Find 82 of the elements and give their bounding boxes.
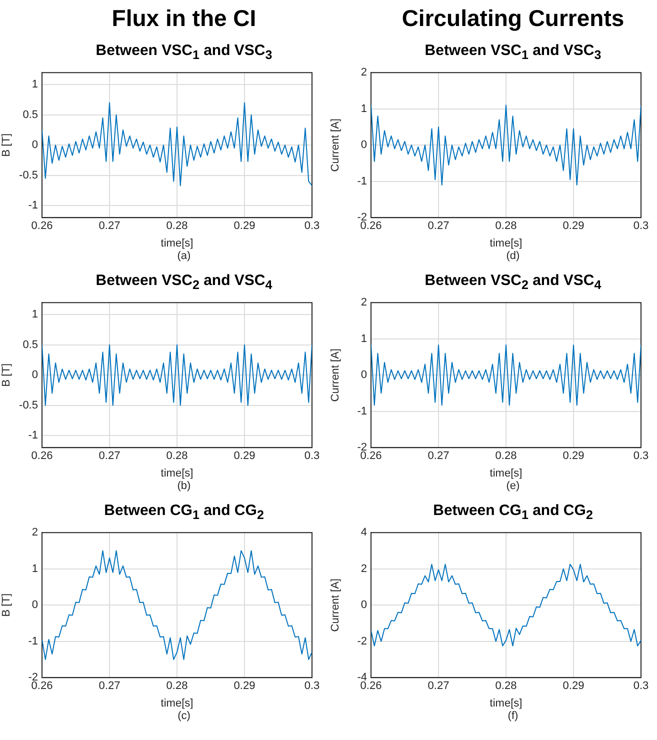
- y-axis-title: B [T]: [0, 363, 13, 387]
- y-tick-label: 2: [32, 526, 38, 539]
- chart-title: Between CG$_{1}$ and CG$_{2}$: [103, 501, 265, 522]
- text: (c): [176, 710, 192, 724]
- y-tick-label: 1: [32, 562, 38, 575]
- x-tick-label: 0.28: [166, 680, 188, 692]
- chart-title: Circulating Currents: [400, 4, 626, 33]
- y-tick-label: 0: [360, 139, 367, 152]
- text: (d): [505, 250, 521, 264]
- x-tick-label: 0.26: [360, 680, 382, 692]
- x-tick-label: 0.26: [360, 450, 382, 462]
- y-tick-label: 2: [360, 66, 367, 79]
- chart-subtitle: Between VSC$_{1}$ and VSC$_{3}$: [424, 41, 602, 62]
- y-tick-label: 0.5: [22, 108, 38, 121]
- chart-title: Between VSC$_{2}$ and VSC$_{4}$: [94, 271, 274, 292]
- y-tick-label: 1: [32, 78, 38, 91]
- text: (e): [505, 480, 521, 494]
- x-axis-title: time[s]: [490, 467, 522, 480]
- x-tick-label: 0.3: [304, 680, 320, 692]
- x-tick-label: 0.29: [234, 220, 256, 232]
- x-tick-label: 0.27: [98, 450, 120, 462]
- x-tick-label: 0.27: [98, 220, 120, 232]
- y-axis-title: B [T]: [0, 133, 13, 157]
- x-tick-label: 0.26: [31, 220, 53, 232]
- y-axis-title: Current [A]: [330, 348, 342, 402]
- y-tick-label: 0: [32, 599, 38, 612]
- x-tick-label: 0.3: [304, 450, 320, 462]
- y-tick-label: -1: [357, 405, 367, 418]
- x-tick-label: 0.27: [428, 680, 450, 692]
- y-tick-label: -1: [28, 200, 38, 212]
- text: (f): [506, 710, 520, 724]
- y-tick-label: -1: [28, 430, 38, 442]
- y-tick-label: 1: [360, 102, 367, 115]
- y-tick-label: -1: [28, 635, 38, 648]
- x-tick-label: 0.3: [633, 450, 649, 462]
- y-axis-title: B [T]: [0, 593, 13, 617]
- y-tick-label: 1: [360, 332, 367, 345]
- y-tick-label: -0.5: [19, 399, 38, 412]
- x-axis-title: time[s]: [490, 697, 522, 710]
- x-tick-label: 0.28: [495, 680, 517, 692]
- x-tick-label: 0.3: [633, 220, 649, 232]
- x-tick-label: 0.28: [495, 220, 517, 232]
- x-axis-title: time[s]: [160, 467, 194, 480]
- x-tick-label: 0.3: [633, 680, 649, 692]
- x-tick-label: 0.28: [166, 220, 188, 232]
- x-tick-label: 0.3: [304, 220, 320, 232]
- x-tick-label: 0.26: [31, 680, 53, 692]
- chart-title: Between CG$_{1}$ and CG$_{2}$: [432, 501, 594, 522]
- x-tick-label: 0.29: [562, 680, 584, 692]
- y-tick-label: 2: [360, 296, 367, 309]
- chart-title: Between VSC$_{2}$ and VSC$_{4}$: [424, 271, 602, 292]
- y-tick-label: 0.5: [22, 338, 38, 351]
- y-tick-label: 0: [32, 369, 38, 382]
- text: (a): [176, 250, 192, 264]
- x-tick-label: 0.29: [234, 450, 256, 462]
- text: (b): [176, 480, 192, 494]
- x-tick-label: 0.27: [98, 680, 120, 692]
- y-tick-label: 0: [360, 599, 367, 612]
- x-tick-label: 0.27: [428, 220, 450, 232]
- y-tick-label: 4: [360, 526, 367, 539]
- chart-subtitle: Between VSC$_{1}$ and VSC$_{3}$: [94, 41, 274, 62]
- x-tick-label: 0.26: [31, 450, 53, 462]
- y-tick-label: 0: [360, 369, 367, 382]
- x-tick-label: 0.29: [234, 680, 256, 692]
- x-tick-label: 0.28: [495, 450, 517, 462]
- y-axis-title: Current [A]: [330, 118, 342, 172]
- y-tick-label: -2: [357, 635, 367, 648]
- x-axis-title: time[s]: [160, 697, 194, 710]
- y-tick-label: 2: [360, 562, 367, 575]
- y-tick-label: -1: [357, 175, 367, 188]
- x-tick-label: 0.28: [166, 450, 188, 462]
- x-tick-label: 0.29: [562, 220, 584, 232]
- x-tick-label: 0.29: [562, 450, 584, 462]
- y-axis-title: Current [A]: [330, 578, 342, 632]
- y-tick-label: 0: [32, 139, 38, 152]
- x-axis-title: time[s]: [160, 237, 194, 250]
- x-tick-label: 0.26: [360, 220, 382, 232]
- y-tick-label: -0.5: [19, 169, 38, 182]
- chart-title: Flux in the CI: [110, 4, 258, 33]
- y-tick-label: 1: [32, 308, 38, 321]
- x-tick-label: 0.27: [428, 450, 450, 462]
- x-axis-title: time[s]: [490, 237, 522, 250]
